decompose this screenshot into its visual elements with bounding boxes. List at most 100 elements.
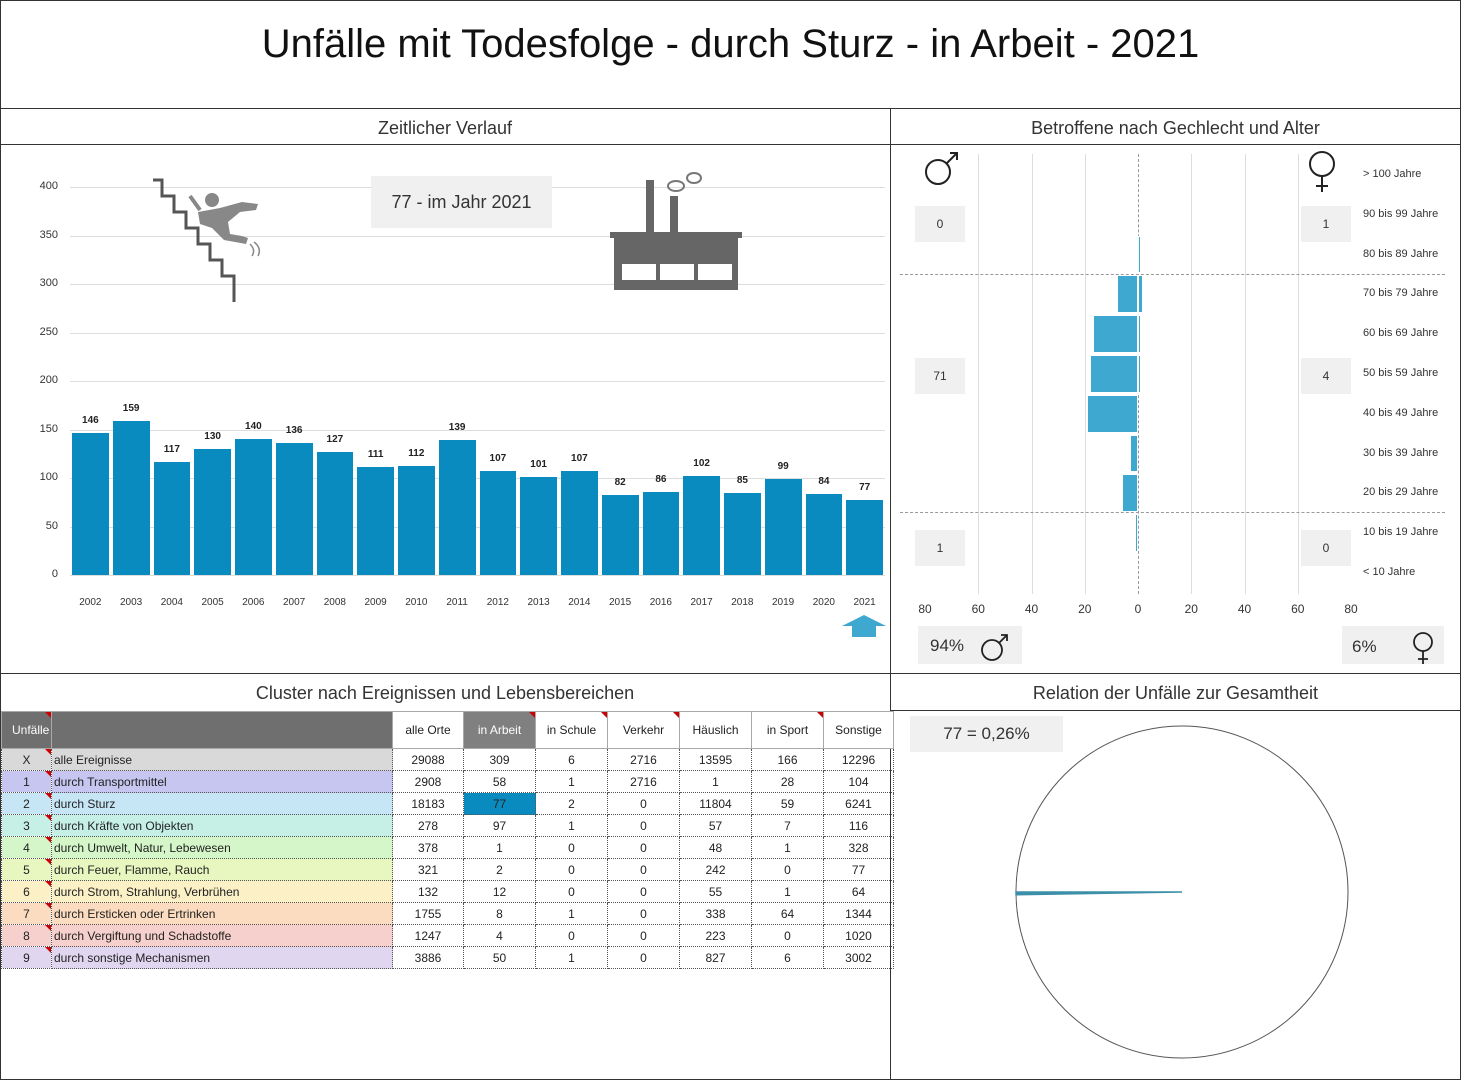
table-cell[interactable]: 97 [463, 814, 536, 837]
table-cell[interactable]: 1 [535, 770, 608, 793]
table-cell[interactable]: 378 [392, 836, 464, 859]
table-cell[interactable]: 6 [751, 946, 824, 969]
section-title-relation: Relation der Unfälle zur Gesamtheit [1032, 683, 1319, 703]
row-id: X [1, 748, 52, 771]
table-cell[interactable]: 321 [392, 858, 464, 881]
table-cell[interactable]: 1 [535, 946, 608, 969]
table-cell[interactable]: 1 [535, 814, 608, 837]
table-cell[interactable]: 13595 [679, 748, 752, 771]
table-cell[interactable]: 2716 [607, 770, 680, 793]
table-cell[interactable]: 3886 [392, 946, 464, 969]
table-cell[interactable]: 132 [392, 880, 464, 903]
table-cell[interactable]: 1020 [823, 924, 894, 947]
table-cell[interactable]: 48 [679, 836, 752, 859]
table-cell[interactable]: 0 [751, 858, 824, 881]
table-cell[interactable]: 827 [679, 946, 752, 969]
table-cell[interactable]: 12296 [823, 748, 894, 771]
table-row[interactable]: 5 durch Feuer, Flamme, Rauch 321 2 0 0 242 0 77 [1, 858, 894, 881]
table-cell[interactable]: 1247 [392, 924, 464, 947]
table-row[interactable]: 6 durch Strom, Strahlung, Verbrühen 132 12 0… [1, 880, 894, 903]
column-header[interactable]: Unfälle [1, 711, 52, 749]
table-cell[interactable]: 0 [607, 946, 680, 969]
bar-value-label: 136 [285, 425, 303, 437]
male-group-total: 0 [915, 206, 965, 242]
table-cell[interactable]: 3002 [823, 946, 894, 969]
table-cell[interactable]: 166 [751, 748, 824, 771]
table-cell[interactable]: 0 [607, 792, 680, 815]
table-cell[interactable]: 104 [823, 770, 894, 793]
table-cell[interactable]: 59 [751, 792, 824, 815]
table-cell[interactable]: 7 [751, 814, 824, 837]
table-cell[interactable]: 1 [751, 836, 824, 859]
column-header[interactable]: Sonstige [823, 711, 894, 749]
table-cell[interactable]: 6241 [823, 792, 894, 815]
table-cell[interactable]: 77 [823, 858, 894, 881]
table-cell[interactable]: 0 [607, 814, 680, 837]
arrow-up-icon[interactable] [840, 614, 888, 638]
table-cell[interactable]: 11804 [679, 792, 752, 815]
relation-pie-chart [1015, 725, 1349, 1059]
table-cell[interactable]: 4 [463, 924, 536, 947]
table-cell[interactable]: 8 [463, 902, 536, 925]
table-cell[interactable]: 12 [463, 880, 536, 903]
column-header[interactable]: Häuslich [679, 711, 752, 749]
bar [601, 495, 639, 575]
gridline [70, 381, 885, 382]
table-cell[interactable]: 18183 [392, 792, 464, 815]
table-cell[interactable]: 2 [535, 792, 608, 815]
table-cell[interactable]: 28 [751, 770, 824, 793]
table-cell[interactable]: 0 [535, 924, 608, 947]
bar [153, 461, 191, 575]
column-header[interactable]: in Arbeit [463, 711, 536, 749]
table-row[interactable]: 9 durch sonstige Mechanismen 3886 50 1 0 827 6 3… [1, 946, 894, 969]
table-cell[interactable]: 0 [607, 924, 680, 947]
table-cell[interactable]: 0 [607, 836, 680, 859]
table-cell[interactable]: 57 [679, 814, 752, 837]
table-cell[interactable]: 0 [607, 880, 680, 903]
table-row[interactable]: 3 durch Kräfte von Objekten 278 97 1 0 57 7 116 [1, 814, 894, 837]
bar [846, 500, 883, 575]
table-cell[interactable]: 2 [463, 858, 536, 881]
table-cell[interactable]: 1 [535, 902, 608, 925]
table-cell[interactable]: 58 [463, 770, 536, 793]
column-header[interactable]: Verkehr [607, 711, 680, 749]
table-cell[interactable]: 338 [679, 902, 752, 925]
table-cell[interactable]: 6 [535, 748, 608, 771]
table-cell[interactable]: 1 [463, 836, 536, 859]
table-cell[interactable]: 64 [823, 880, 894, 903]
male-group-total: 71 [915, 358, 965, 394]
table-cell[interactable]: 2716 [607, 748, 680, 771]
table-cell[interactable]: 64 [751, 902, 824, 925]
table-cell[interactable]: 1 [751, 880, 824, 903]
table-cell[interactable]: 0 [751, 924, 824, 947]
y-tick-label: 200 [39, 374, 58, 386]
table-cell[interactable]: 223 [679, 924, 752, 947]
table-cell[interactable]: 29088 [392, 748, 464, 771]
table-cell[interactable]: 0 [607, 858, 680, 881]
table-cell[interactable]: 0 [535, 858, 608, 881]
table-row[interactable]: 4 durch Umwelt, Natur, Lebewesen 378 1 0 0 48 1… [1, 836, 894, 859]
table-cell[interactable]: 0 [535, 880, 608, 903]
table-cell[interactable]: 242 [679, 858, 752, 881]
table-row[interactable]: 1 durch Transportmittel 2908 58 1 2716 1 28 104 [1, 770, 894, 793]
table-cell[interactable]: 328 [823, 836, 894, 859]
table-cell[interactable]: 0 [535, 836, 608, 859]
table-cell[interactable]: 55 [679, 880, 752, 903]
table-row[interactable]: 8 durch Vergiftung und Schadstoffe 1247 4 0 0… [1, 924, 894, 947]
table-row[interactable]: 2 durch Sturz 18183 77 2 0 11804 59 6241 [1, 792, 894, 815]
table-cell[interactable]: 50 [463, 946, 536, 969]
table-cell[interactable]: 1344 [823, 902, 894, 925]
column-header[interactable]: in Sport [751, 711, 824, 749]
column-header[interactable]: alle Orte [392, 711, 464, 749]
table-cell[interactable]: 1 [679, 770, 752, 793]
table-cell[interactable]: 1755 [392, 902, 464, 925]
table-cell[interactable]: 0 [607, 902, 680, 925]
column-header[interactable]: in Schule [535, 711, 608, 749]
table-cell[interactable]: 2908 [392, 770, 464, 793]
table-cell[interactable]: 278 [392, 814, 464, 837]
table-row[interactable]: 7 durch Ersticken oder Ertrinken 1755 8 1 0 33… [1, 902, 894, 925]
table-cell[interactable]: 309 [463, 748, 536, 771]
selected-cell[interactable]: 77 [463, 792, 536, 815]
table-cell[interactable]: 116 [823, 814, 894, 837]
